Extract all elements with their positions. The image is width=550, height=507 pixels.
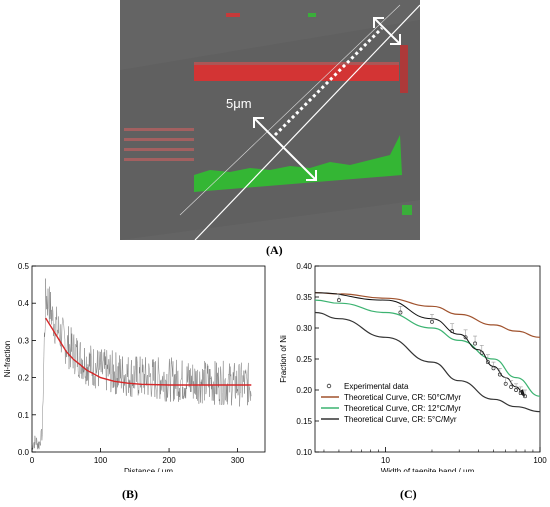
- theoretical-curve-1: [314, 292, 541, 338]
- legend-marker: [326, 383, 332, 389]
- y-tick-label: 0.35: [296, 293, 312, 302]
- y-tick-label: 0.15: [296, 417, 312, 426]
- x-tick-label: 100: [94, 456, 108, 465]
- data-point: [473, 341, 478, 346]
- boundary-line: [194, 4, 420, 240]
- boundary-line: [179, 4, 401, 216]
- legend-entry: Theoretical Curve, CR: 50°C/Myr: [344, 393, 461, 402]
- data-point: [430, 319, 434, 324]
- x-tick-label: 10: [381, 456, 390, 465]
- data-point: [463, 335, 468, 340]
- data-point: [450, 329, 455, 334]
- y-tick-label: 0.40: [296, 262, 312, 271]
- ni-signal-red: [194, 65, 399, 81]
- legend-entry: Theoretical Curve, CR: 5°C/Myr: [344, 415, 457, 424]
- data-point: [514, 388, 519, 392]
- x-tick-label: 100: [533, 456, 547, 465]
- y-tick-label: 0.1: [18, 411, 30, 420]
- y-tick-label: 0.0: [18, 448, 30, 457]
- fe-signal-green: [194, 135, 402, 192]
- x-tick-label: 200: [162, 456, 176, 465]
- y-tick-label: 0.20: [296, 386, 312, 395]
- y-tick-label: 0.3: [18, 336, 30, 345]
- legend-entry: Experimental data: [344, 382, 409, 391]
- plot-frame: [31, 265, 266, 453]
- panel-label-c: (C): [400, 487, 417, 501]
- panel-label-b: (B): [122, 487, 138, 501]
- x-axis-label: Distance / μm: [124, 467, 173, 472]
- y-tick-label: 0.30: [296, 324, 312, 333]
- y-tick-label: 0.25: [296, 355, 312, 364]
- data-point: [503, 381, 508, 386]
- data-point: [485, 360, 490, 365]
- y-tick-label: 0.10: [296, 448, 312, 457]
- y-axis-label: Fraction of Ni: [279, 335, 288, 383]
- fitted-curve-line: [45, 317, 252, 386]
- width-arrow: [253, 17, 401, 181]
- data-point: [398, 310, 403, 315]
- micrograph-image: 5μm: [120, 0, 420, 240]
- legend-entry: Theoretical Curve, CR: 12°C/Myr: [344, 404, 461, 413]
- scale-label: 5μm: [226, 96, 252, 111]
- chart-c: 10 100 0.10 0.15 0.20 0.25 0.30 0.35 0.40 Width o…: [279, 262, 547, 472]
- data-fit-curve: [314, 292, 526, 397]
- theoretical-curve-3: [314, 311, 541, 413]
- data-point: [523, 394, 527, 399]
- data-point: [491, 366, 496, 371]
- panel-label-a: (A): [266, 243, 283, 257]
- x-axis-label: Width of taenite band / μm: [381, 467, 475, 472]
- theoretical-curve-2: [314, 299, 541, 397]
- x-tick-label: 0: [30, 456, 35, 465]
- measured-profile-line: [31, 278, 252, 450]
- data-point: [509, 384, 514, 389]
- dot-pattern: [124, 128, 194, 161]
- chart-b: 0 100 200 300 0.0 0.1 0.2 0.3 0.4 0.5 Distance / μ…: [3, 262, 266, 472]
- y-tick-label: 0.2: [18, 374, 30, 383]
- data-point: [336, 298, 341, 303]
- x-tick-label: 300: [231, 456, 245, 465]
- data-point: [497, 372, 502, 377]
- data-point: [518, 391, 523, 396]
- y-tick-label: 0.4: [18, 299, 30, 308]
- y-tick-label: 0.5: [18, 262, 30, 271]
- y-axis-label: Ni-fraction: [3, 341, 12, 377]
- profile-dotted-line: [273, 26, 384, 137]
- data-point: [479, 350, 484, 355]
